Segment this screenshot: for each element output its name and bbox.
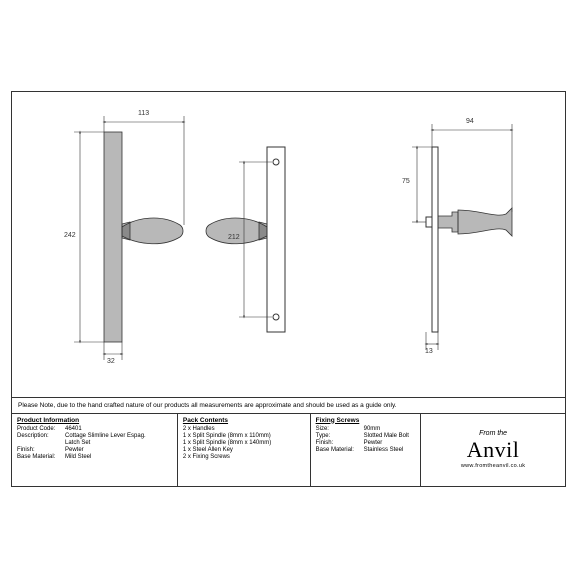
product-info-col: Product Information Product Code:46401 D…	[12, 414, 178, 486]
handle-side-view	[412, 124, 512, 350]
dim-75: 75	[402, 178, 410, 185]
product-info-header: Product Information	[17, 417, 172, 424]
anvil-logo: From the Anvil www.fromtheanvil.co.uk	[461, 430, 525, 469]
handle-back-view	[206, 147, 285, 332]
dim-242: 242	[64, 232, 76, 239]
pack-contents-col: Pack Contents 2 x Handles 1 x Split Spin…	[178, 414, 311, 486]
dim-212: 212	[228, 234, 240, 241]
logo-top: From the	[461, 430, 525, 437]
handle-front-view	[74, 116, 184, 360]
drawing-frame: 113 242 32 212 94 75 13 Please Note, due…	[11, 91, 566, 487]
logo-col: From the Anvil www.fromtheanvil.co.uk	[421, 414, 565, 486]
logo-sub: www.fromtheanvil.co.uk	[461, 463, 525, 469]
dim-13: 13	[425, 348, 433, 355]
drawing-area: 113 242 32 212 94 75 13	[12, 92, 565, 398]
technical-drawing-svg	[12, 92, 567, 382]
pack-header: Pack Contents	[183, 417, 305, 424]
dim-113: 113	[138, 110, 149, 117]
dim-32: 32	[107, 358, 115, 365]
note-bar: Please Note, due to the hand crafted nat…	[12, 398, 565, 414]
fixing-header: Fixing Screws	[316, 417, 416, 424]
info-box: Product Information Product Code:46401 D…	[12, 414, 565, 486]
dim-94: 94	[466, 118, 474, 125]
logo-main: Anvil	[461, 437, 525, 463]
fixing-screws-col: Fixing Screws Size:90mm Type:Slotted Mal…	[311, 414, 422, 486]
